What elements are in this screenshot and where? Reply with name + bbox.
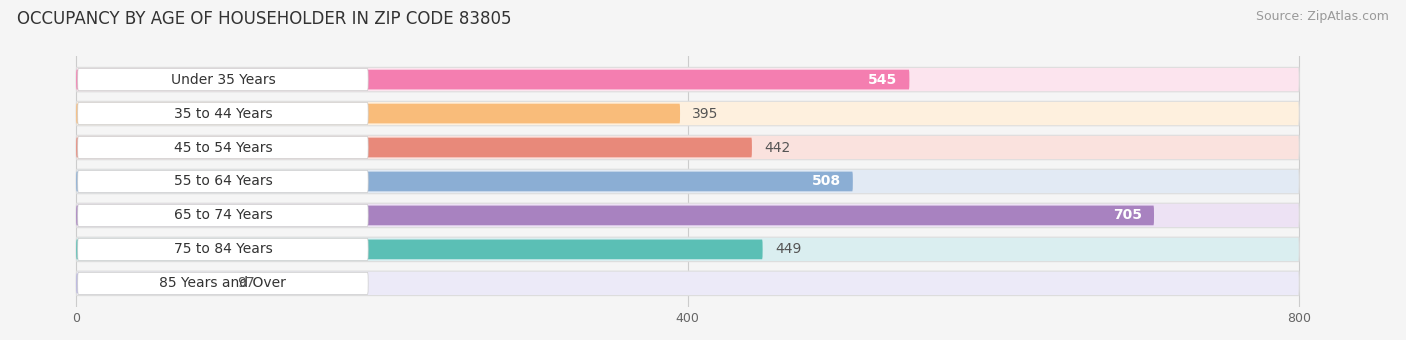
FancyBboxPatch shape [76,240,762,259]
Text: 705: 705 [1112,208,1142,222]
FancyBboxPatch shape [76,206,1154,225]
FancyBboxPatch shape [77,69,368,90]
Text: 508: 508 [811,174,841,188]
FancyBboxPatch shape [76,169,1299,194]
FancyBboxPatch shape [76,101,1299,126]
Text: 545: 545 [868,72,897,87]
FancyBboxPatch shape [76,237,1299,261]
Text: 97: 97 [236,276,254,290]
FancyBboxPatch shape [76,273,225,293]
Text: Source: ZipAtlas.com: Source: ZipAtlas.com [1256,10,1389,23]
FancyBboxPatch shape [76,70,910,89]
FancyBboxPatch shape [76,172,853,191]
Text: 85 Years and Over: 85 Years and Over [159,276,287,290]
FancyBboxPatch shape [77,238,368,260]
FancyBboxPatch shape [76,203,1299,228]
Text: 75 to 84 Years: 75 to 84 Years [173,242,273,256]
Text: 449: 449 [775,242,801,256]
FancyBboxPatch shape [76,138,752,157]
FancyBboxPatch shape [77,204,368,226]
FancyBboxPatch shape [76,104,681,123]
FancyBboxPatch shape [77,170,368,192]
FancyBboxPatch shape [77,136,368,158]
FancyBboxPatch shape [76,135,1299,160]
FancyBboxPatch shape [77,103,368,124]
Text: 65 to 74 Years: 65 to 74 Years [173,208,273,222]
Text: Under 35 Years: Under 35 Years [170,72,276,87]
Text: OCCUPANCY BY AGE OF HOUSEHOLDER IN ZIP CODE 83805: OCCUPANCY BY AGE OF HOUSEHOLDER IN ZIP C… [17,10,512,28]
FancyBboxPatch shape [76,271,1299,295]
FancyBboxPatch shape [76,67,1299,92]
Text: 35 to 44 Years: 35 to 44 Years [173,106,273,121]
FancyBboxPatch shape [77,272,368,294]
Text: 395: 395 [692,106,718,121]
Text: 55 to 64 Years: 55 to 64 Years [173,174,273,188]
Text: 442: 442 [763,140,790,154]
Text: 45 to 54 Years: 45 to 54 Years [173,140,273,154]
